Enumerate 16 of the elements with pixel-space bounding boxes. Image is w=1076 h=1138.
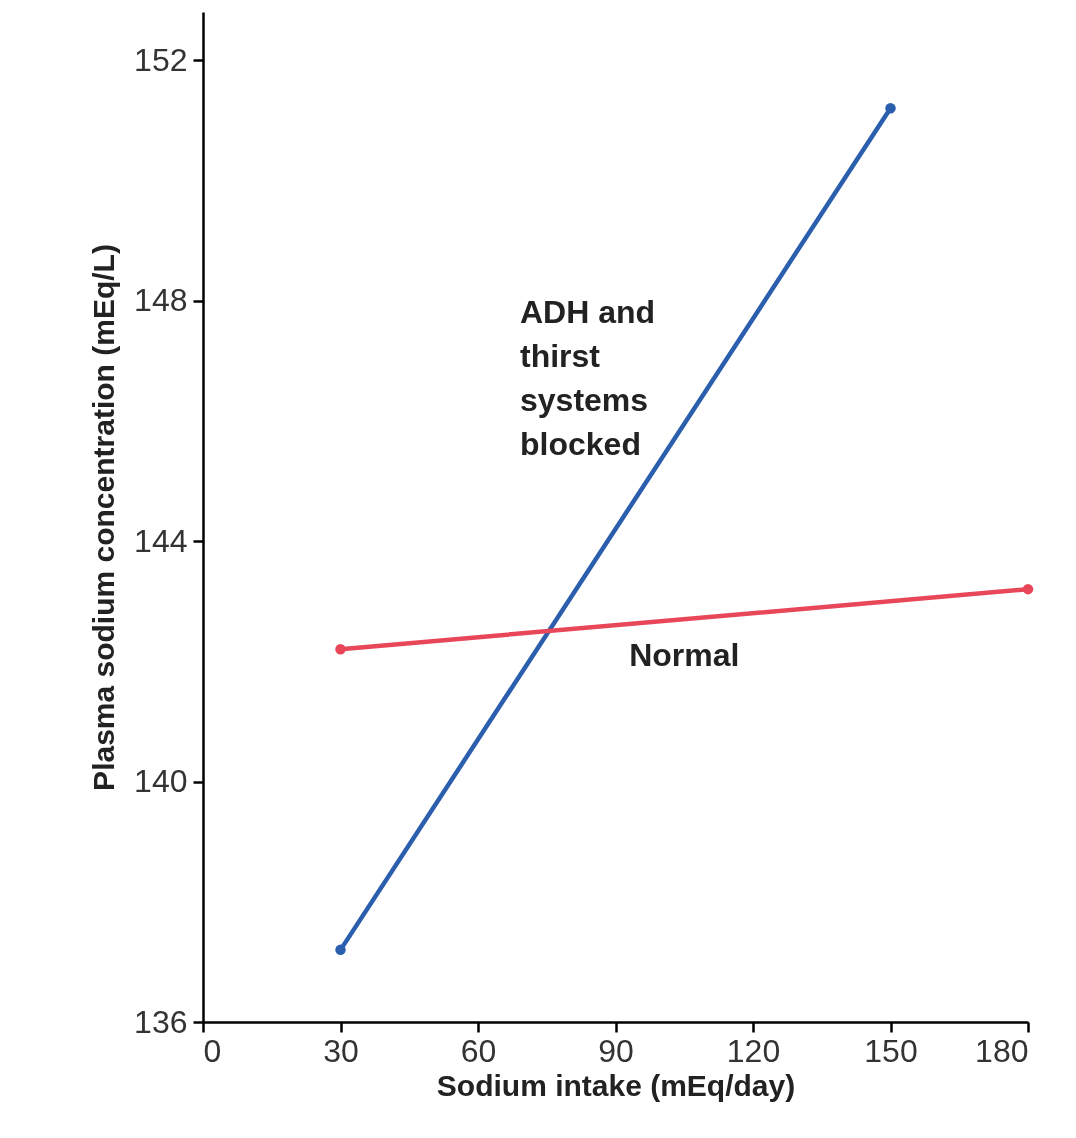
x-tick-label: 150 xyxy=(864,1032,918,1069)
series-label: ADH and thirst systems blocked xyxy=(520,293,656,462)
x-tick-label: 90 xyxy=(598,1032,634,1069)
x-tick-label: 180 xyxy=(975,1032,1029,1069)
y-tick-label: 140 xyxy=(134,763,188,800)
x-tick-label: 120 xyxy=(726,1032,781,1069)
x-tick-label: 0 xyxy=(203,1032,222,1069)
y-axis-title: Plasma sodium concentration (mEq/L) xyxy=(87,244,121,791)
y-tick-label: 152 xyxy=(134,41,188,78)
y-tick-label: 144 xyxy=(134,522,188,559)
y-tick-label: 148 xyxy=(134,282,188,319)
x-axis-title: Sodium intake (mEq/day) xyxy=(436,1068,796,1102)
y-tick-label: 136 xyxy=(134,1003,188,1040)
series-label: Normal xyxy=(629,637,740,674)
x-tick-label: 30 xyxy=(323,1032,359,1069)
x-tick-label: 60 xyxy=(460,1032,497,1069)
